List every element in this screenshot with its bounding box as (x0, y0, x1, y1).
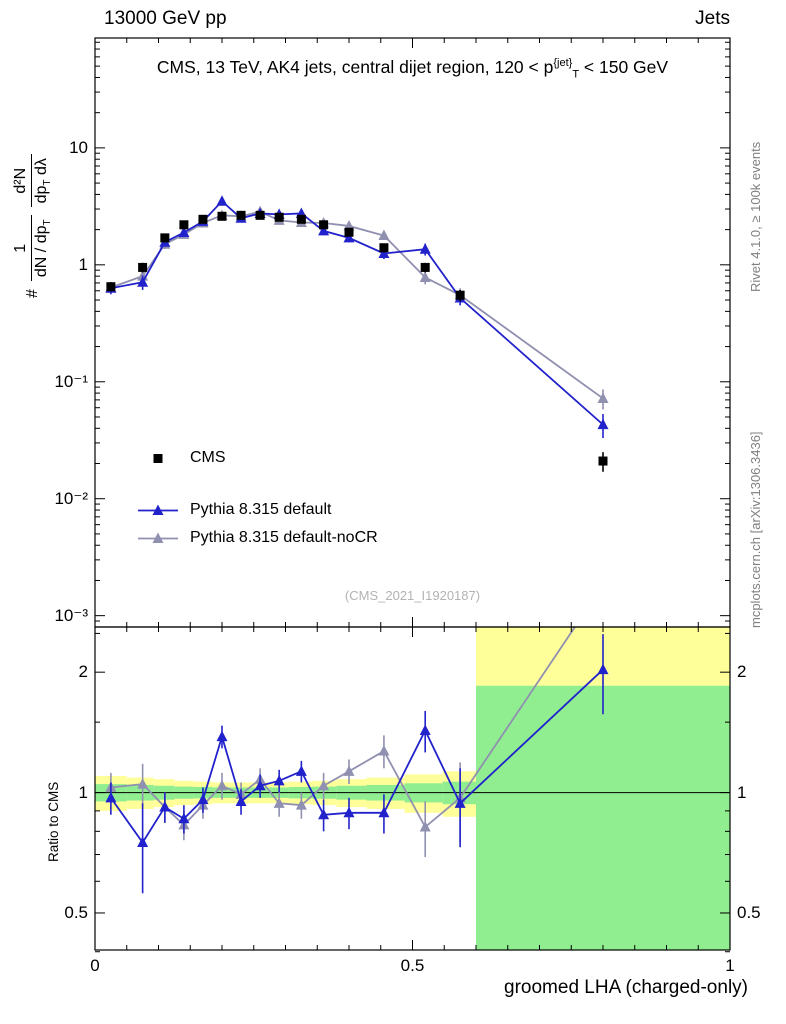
legend-item: Pythia 8.315 default-noCR (136, 528, 378, 548)
rivet-version-note: Rivet 4.1.0, ≥ 100k events (748, 141, 763, 292)
x-tick-label: 1 (725, 956, 735, 975)
ratio-tick-label-right: 2 (737, 662, 747, 682)
y-axis-title: # 1 dN / dpT d²N dpT dλ (12, 154, 53, 298)
legend-item: CMS (136, 448, 378, 468)
x-axis-title: groomed LHA (charged-only) (504, 977, 748, 998)
y-main-tick-label: 10⁻³ (54, 605, 88, 625)
legend: CMS Pythia 8.315 default Pythia 8.315 defa… (136, 448, 378, 548)
analysis-group-label: Jets (695, 8, 730, 29)
ratio-uncertainty-bands (95, 627, 730, 950)
legend-label: Pythia 8.315 default-noCR (190, 529, 378, 546)
triangle-marker-icon (138, 532, 178, 543)
mcplots-reference-note: mcplots.cern.ch [arXiv:1306.3436] (748, 431, 763, 628)
ratio-tick-label-left: 0.5 (64, 902, 88, 922)
collision-energy-label: 13000 GeV pp (104, 8, 227, 29)
ratio-tick-label-left: 1 (78, 782, 88, 802)
legend-label: CMS (190, 449, 226, 466)
series-cms (106, 210, 608, 472)
series-pythia-8-315-default (105, 195, 609, 439)
fraction-denominator: dpT dλ (33, 158, 54, 204)
legend-label: Pythia 8.315 default (190, 501, 332, 518)
legend-item: Pythia 8.315 default (136, 500, 378, 520)
y-axis-fraction-2: d²N dpT dλ (12, 154, 54, 208)
triangle-marker-icon (138, 504, 178, 515)
y-main-tick-label: 10 (69, 137, 88, 157)
analysis-id-watermark: (CMS_2021_I1920187) (344, 588, 481, 603)
y-main-tick-label: 10⁻² (54, 488, 88, 508)
x-tick-label: 0 (90, 956, 100, 975)
x-tick-label: 0.5 (400, 956, 425, 975)
hash-symbol: # (23, 289, 41, 298)
ratio-tick-label-left: 2 (78, 662, 88, 682)
y-main-tick-label: 10⁻¹ (54, 371, 88, 391)
series-pythia-8-315-default (105, 634, 609, 894)
plot-title: CMS, 13 TeV, AK4 jets, central dijet reg… (156, 57, 669, 81)
y-main-tick-label: 1 (78, 254, 88, 274)
fraction-numerator: d²N (12, 154, 32, 208)
ratio-tick-label-right: 0.5 (737, 902, 761, 922)
ratio-tick-label-right: 1 (737, 782, 747, 802)
square-marker-icon (153, 454, 163, 463)
